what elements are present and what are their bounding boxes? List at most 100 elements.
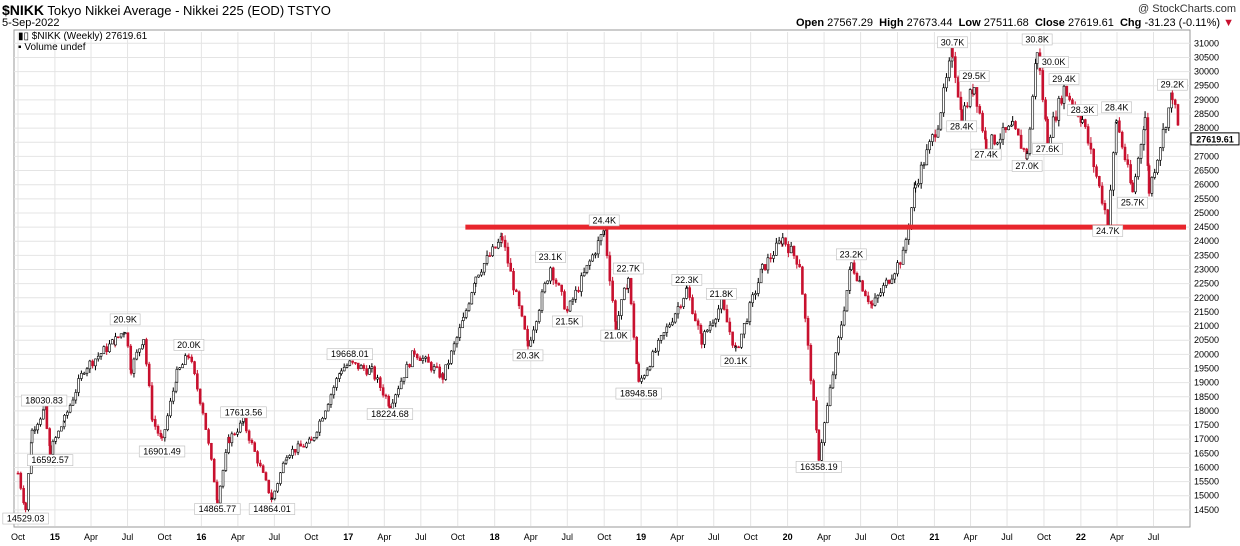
price-candle <box>41 409 45 420</box>
annotation-label: 19668.01 <box>326 348 373 361</box>
price-candle <box>338 373 341 379</box>
price-candle <box>1136 157 1140 178</box>
annotation-text: 27.4K <box>974 150 998 160</box>
price-candle <box>310 438 313 441</box>
price-candle <box>452 343 456 352</box>
price-candle <box>614 321 618 330</box>
y-tick-label: 20500 <box>1194 335 1219 345</box>
price-candle <box>129 345 133 371</box>
price-candle <box>936 128 940 138</box>
price-candle <box>288 455 291 458</box>
price-candle <box>218 485 222 504</box>
price-candle <box>45 405 49 429</box>
y-tick-label: 18000 <box>1194 406 1219 416</box>
price-candle <box>461 320 464 329</box>
annotation-text: 20.1K <box>724 356 748 366</box>
price-candle <box>848 269 852 291</box>
price-candle <box>1129 164 1132 184</box>
price-candle <box>594 253 597 256</box>
price-candle <box>901 249 905 265</box>
annotation-text: 29.5K <box>962 71 986 81</box>
last-price-tag-group: 27619.61 <box>1190 132 1240 146</box>
price-candle <box>662 332 666 336</box>
price-candle <box>236 431 239 435</box>
price-candle <box>365 368 368 375</box>
price-candle <box>803 294 807 319</box>
price-candle <box>620 299 623 316</box>
price-candle <box>51 441 55 455</box>
price-candle <box>1098 176 1101 187</box>
price-candle <box>931 134 934 142</box>
price-candle <box>215 481 219 501</box>
x-tick-label: 15 <box>50 532 60 542</box>
price-candle <box>305 442 308 448</box>
annotation-label: 21.0K <box>600 329 632 342</box>
price-candle <box>99 353 103 357</box>
x-tick-label: Jul <box>1001 532 1013 542</box>
price-candle <box>503 239 507 248</box>
annotation-label: 21.8K <box>706 288 737 300</box>
price-candle <box>54 437 58 442</box>
annotation-label: 23.2K <box>836 248 867 261</box>
annotation-box <box>600 329 632 342</box>
price-candle <box>1159 147 1162 161</box>
price-candle <box>57 430 60 438</box>
annotation-box <box>612 262 644 275</box>
price-candle <box>207 429 210 444</box>
price-candle <box>160 436 164 439</box>
annotation-label: 20.3K <box>512 349 544 362</box>
price-candle <box>482 263 486 273</box>
price-candle <box>256 451 259 464</box>
price-candle <box>66 411 69 416</box>
annotation-label: 29.4K <box>1048 73 1080 85</box>
x-tick-label: Apr <box>670 532 684 542</box>
price-candle <box>438 366 441 378</box>
price-candle <box>917 183 920 186</box>
price-candle <box>754 293 757 296</box>
y-tick-label: 20000 <box>1194 349 1219 359</box>
annotation-box <box>1067 104 1098 116</box>
annotation-text: 21.5K <box>556 316 580 326</box>
price-candle <box>370 366 374 369</box>
annotation-text: 24.7K <box>1096 226 1120 236</box>
price-candle <box>216 499 219 504</box>
annotation-label: 22.3K <box>671 274 703 286</box>
price-candle <box>640 377 643 382</box>
price-candle <box>82 372 86 375</box>
price-candle <box>123 332 127 335</box>
price-candle <box>512 270 515 291</box>
annotation-label: 18030.83 <box>20 394 68 407</box>
annotation-text: 27.0K <box>1015 161 1039 171</box>
annotation-text: 29.4K <box>1052 74 1076 84</box>
price-candle <box>787 244 790 254</box>
annotation-box <box>1048 73 1080 85</box>
price-candle <box>151 418 154 421</box>
price-candle <box>1103 203 1107 211</box>
price-candle <box>221 470 225 487</box>
price-candle <box>1041 70 1045 101</box>
low-value: 27511.68 <box>983 17 1029 29</box>
annotation-text: 25.7K <box>1121 198 1145 208</box>
price-candle <box>193 361 196 375</box>
annotation-text: 14864.01 <box>253 504 291 514</box>
x-tick-label: Oct <box>11 532 26 542</box>
price-candle <box>77 378 80 393</box>
price-candle <box>175 369 179 383</box>
price-candle <box>230 433 234 444</box>
annotation-text: 16592.57 <box>31 455 69 465</box>
price-candle <box>777 240 781 244</box>
price-candle <box>332 387 336 396</box>
price-candle <box>242 417 245 422</box>
price-candle <box>671 321 674 326</box>
price-candle <box>435 366 439 368</box>
price-candle <box>693 313 697 322</box>
price-candle <box>187 356 191 359</box>
price-candle <box>815 400 818 431</box>
y-tick-label: 24500 <box>1194 222 1219 232</box>
price-candle <box>181 364 184 369</box>
price-candle <box>798 264 801 268</box>
legend-glyph: ▮▯ <box>18 31 30 42</box>
annotations: 14529.03 18030.83 16592.57 20.9K 16901.49 20.… <box>2 33 1188 525</box>
price-candle <box>828 387 832 406</box>
